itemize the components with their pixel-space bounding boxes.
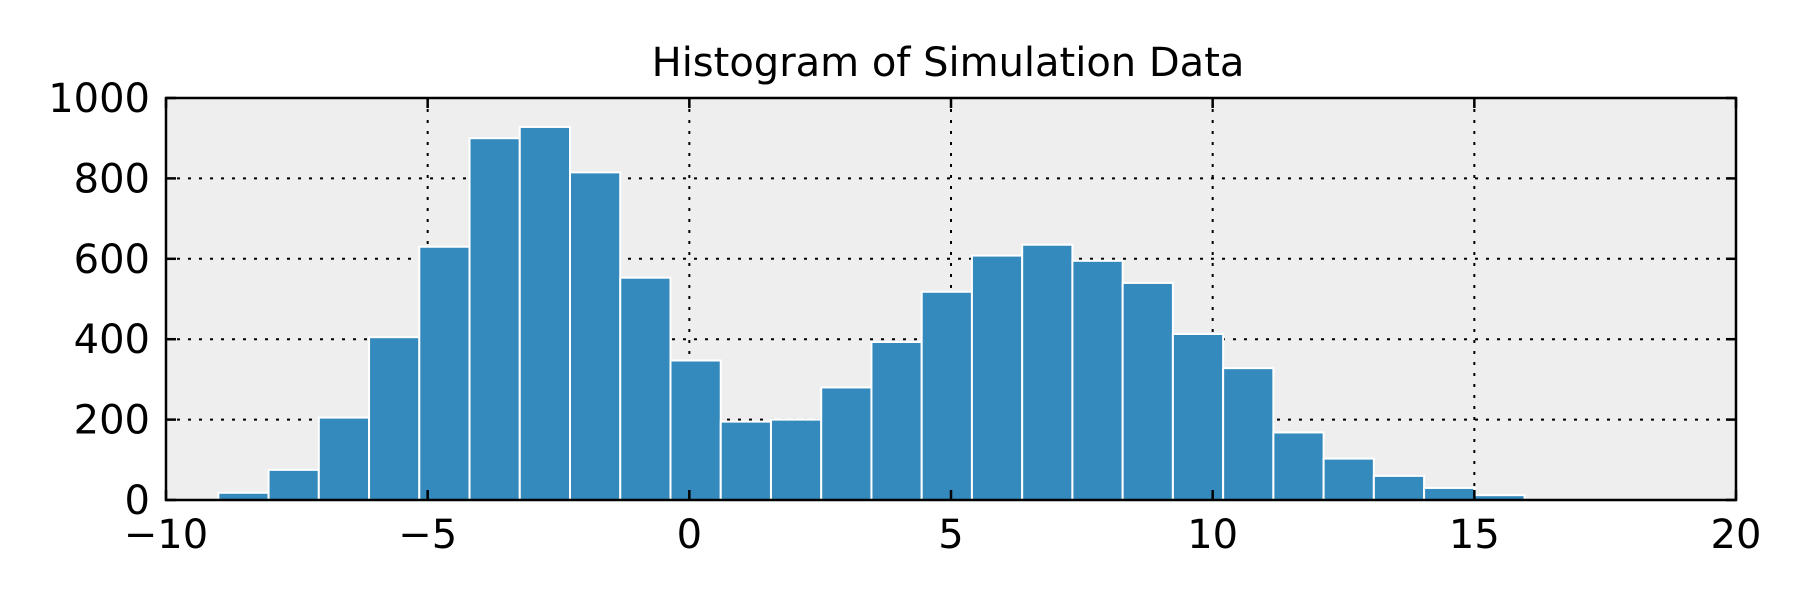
y-tick-label: 600 <box>74 237 150 283</box>
histogram-bar <box>569 171 622 501</box>
histogram-bar <box>1322 457 1375 501</box>
histogram-bar <box>267 468 320 502</box>
chart-title: Histogram of Simulation Data <box>652 40 1245 86</box>
x-tick-label: 0 <box>677 512 702 558</box>
x-tick-label: −10 <box>124 512 208 558</box>
histogram-bars <box>217 125 1526 502</box>
x-tick-label: 10 <box>1187 512 1238 558</box>
histogram-bar <box>418 245 471 501</box>
y-tick-label: 800 <box>74 156 150 202</box>
x-tick-label: 5 <box>938 512 963 558</box>
y-tick-label: 200 <box>74 398 150 444</box>
y-tick-label: 1000 <box>48 76 150 122</box>
histogram-bar <box>669 359 722 502</box>
histogram-bar <box>1071 259 1124 501</box>
histogram-bar <box>1372 474 1426 502</box>
histogram-bar <box>769 418 823 502</box>
histogram-bar <box>368 336 421 501</box>
histogram-bar <box>870 341 923 501</box>
x-tick-label: 15 <box>1449 512 1500 558</box>
histogram-bar <box>1171 332 1225 501</box>
histogram-bar <box>1272 431 1325 501</box>
histogram-bar <box>1423 486 1476 502</box>
histogram-bar <box>1021 243 1074 501</box>
histogram-bar <box>619 276 672 501</box>
axis-ticks <box>164 96 1738 502</box>
histogram-bar <box>970 254 1024 501</box>
histogram-bar <box>468 137 521 501</box>
histogram-bar <box>317 416 371 501</box>
histogram-bar <box>820 386 873 501</box>
histogram-bar <box>719 420 772 501</box>
y-tick-label: 0 <box>125 478 150 524</box>
y-axis-tick-labels: 0 200 400 600 800 1000 <box>48 76 150 524</box>
x-tick-label: −5 <box>398 512 457 558</box>
histogram-bar <box>920 290 973 501</box>
x-axis-tick-labels: −10 −5 0 5 10 15 20 <box>124 512 1762 558</box>
histogram-bar <box>518 125 572 501</box>
y-tick-label: 400 <box>74 317 150 363</box>
x-tick-label: 20 <box>1711 512 1762 558</box>
histogram-bar <box>1121 281 1174 502</box>
histogram-bar <box>1222 367 1275 502</box>
